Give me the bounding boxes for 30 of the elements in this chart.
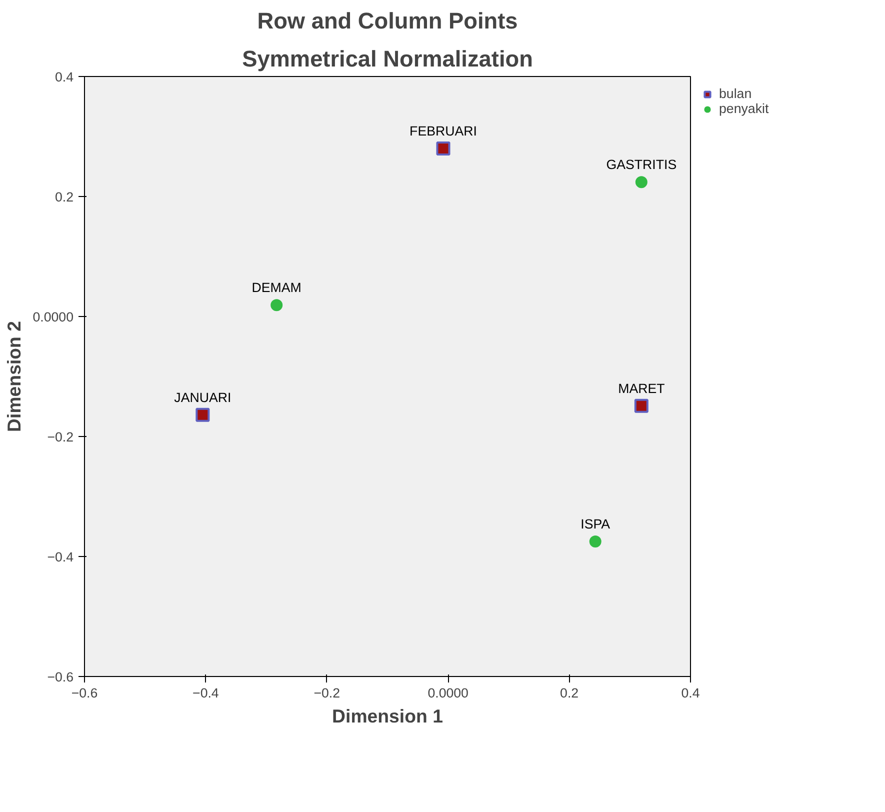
x-tick-label: −0.6 [71,686,98,700]
y-tick-label: −0.6 [47,670,74,684]
y-tick-label: −0.2 [47,430,74,444]
annotation: MARET [618,380,665,396]
annotation: JANUARI [174,390,232,405]
annotation: FEBRUARI [410,124,477,138]
point [196,408,210,422]
annotation: DEMAM [252,280,302,296]
point [270,299,283,312]
annotation: GASTRITIS [606,157,677,172]
legend-label: penyakit [719,101,769,116]
chart-title: Row and Column Points [257,8,518,34]
legend-label: bulan [719,86,752,101]
y-tick-label: 0.0000 [32,310,74,324]
annotation: ISPA [580,516,610,532]
x-tick-label: −0.4 [192,686,220,700]
y-tick-label: −0.4 [47,550,74,564]
point [589,536,602,548]
y-axis-title: Dimension 2 [4,321,25,432]
x-tick-label: 0.4 [681,686,700,700]
point [436,142,450,156]
point [635,176,648,188]
x-tick-label: 0.0000 [428,686,468,700]
x-tick-label: 0.2 [560,686,579,700]
point [634,398,648,413]
y-tick-label: 0.2 [54,190,74,204]
x-axis-title: Dimension 1 [332,706,443,726]
y-tick-label: 0.4 [54,70,74,84]
chart-subtitle: Symmetrical Normalization [242,46,533,72]
x-tick-label: −0.2 [314,686,340,700]
